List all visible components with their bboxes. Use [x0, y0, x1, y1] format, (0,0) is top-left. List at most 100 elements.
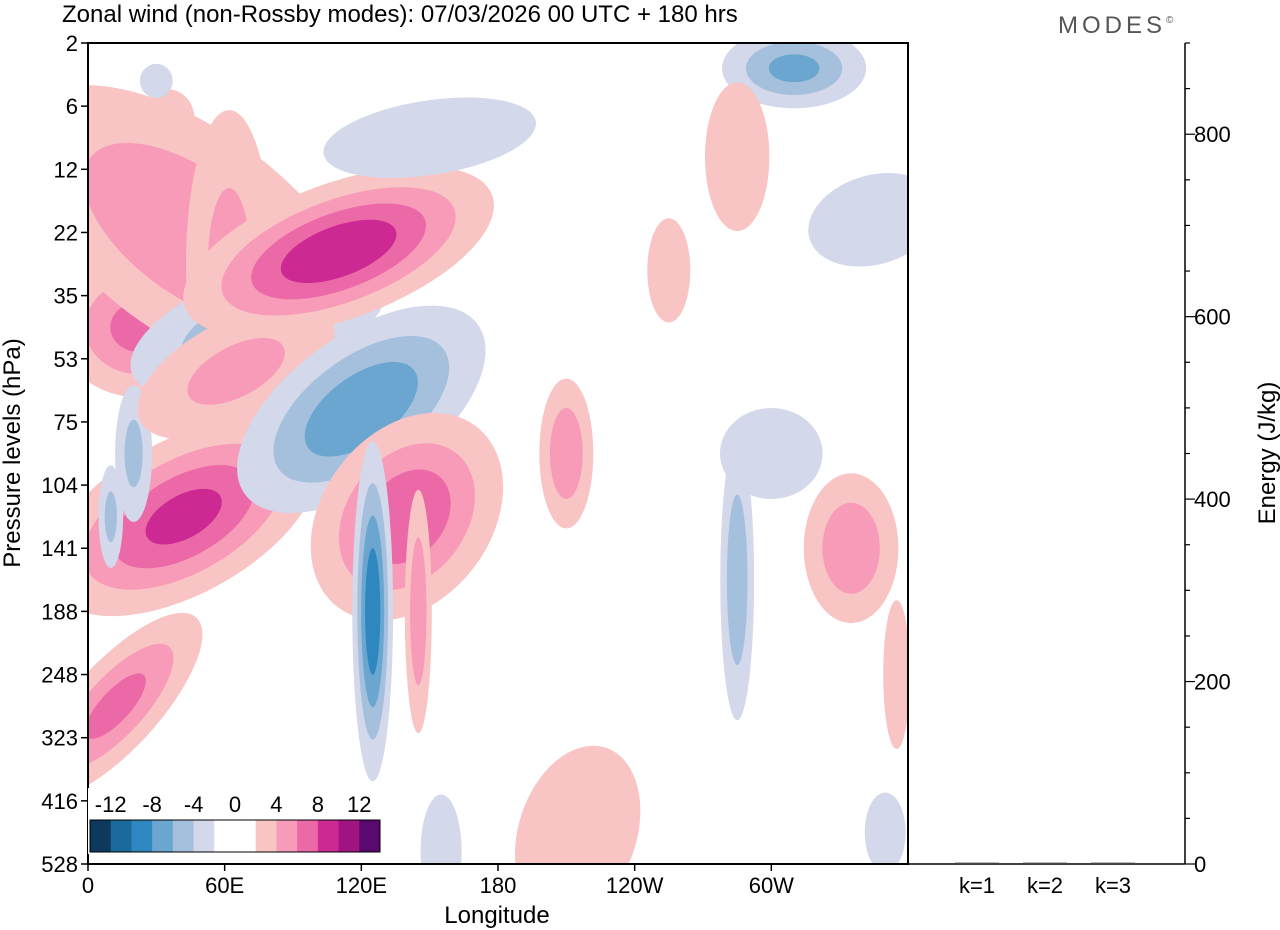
colorbar-label-4: 4 [270, 792, 282, 817]
x-tick-label-1: 60E [205, 873, 244, 898]
wind-anomaly-11 [183, 166, 494, 337]
energy-tick-label-2: 400 [1194, 487, 1231, 512]
wind-contour-22-0 [705, 82, 770, 232]
wind-contour-16-0 [323, 97, 536, 178]
energy-bar-1 [955, 862, 999, 864]
brand-name: MODES [1058, 12, 1166, 39]
wind-contour-21-2 [768, 54, 820, 83]
wind-anomaly-18 [647, 218, 691, 323]
y-axis: 2 6 12 22 35 53 75 104 141 188 248 323 416 528 [41, 31, 88, 877]
wind-anomaly-28 [864, 792, 906, 864]
colorbar-swatch-8 [255, 820, 277, 852]
wind-contour-26-0 [420, 794, 462, 864]
wind-contour-8-1 [124, 419, 143, 488]
colorbar-border [89, 819, 381, 853]
energy-bar-label-2: k=2 [1027, 873, 1063, 898]
colorbar: -12 -8 -4 0 4 8 12 [88, 788, 382, 854]
wind-contour-10-1 [187, 338, 285, 405]
wind-anomaly-25 [88, 612, 203, 800]
colorbar-label-0: -12 [95, 792, 127, 817]
wind-contour-9-1 [104, 491, 117, 542]
colorbar-swatch-5 [193, 820, 215, 852]
colorbar-swatch-10 [297, 820, 319, 852]
colorbar-swatch-6 [214, 820, 236, 852]
wind-contour-25-2 [88, 673, 146, 739]
wind-contour-23-1 [822, 502, 880, 594]
wind-contour-18-0 [647, 218, 691, 323]
wind-anomaly-22 [705, 82, 770, 232]
wind-contour-19-1 [726, 494, 748, 666]
energy-bar-3 [1091, 862, 1135, 864]
wind-anomaly-14 [352, 441, 394, 782]
y-tick-label-3: 22 [54, 220, 78, 245]
colorbar-swatch-2 [131, 820, 153, 852]
x-tick-label-3: 180 [480, 873, 517, 898]
y-tick-label-9: 188 [41, 599, 78, 624]
energy-tick-label-1: 200 [1194, 670, 1231, 695]
wind-anomaly-23 [803, 473, 899, 624]
colorbar-label-2: -4 [184, 792, 204, 817]
wind-anomaly-27 [515, 745, 641, 864]
wind-contour-29-0 [883, 600, 908, 749]
wind-anomaly-21 [722, 43, 867, 109]
wind-contour-24-0 [808, 173, 908, 267]
colorbar-label-1: -8 [142, 792, 162, 817]
y-tick-label-2: 12 [54, 157, 78, 182]
colorbar-swatch-9 [276, 820, 298, 852]
colorbar-swatch-0 [90, 820, 112, 852]
chart-title: Zonal wind (non-Rossby modes): 07/03/202… [62, 1, 738, 28]
wind-contour-12-2 [304, 362, 418, 457]
energy-bar-2 [1023, 862, 1067, 864]
wind-anomaly-10 [137, 303, 335, 439]
colorbar-swatch-12 [338, 820, 360, 852]
energy-tick-label-0: 0 [1194, 852, 1206, 877]
y-tick-label-5: 53 [54, 347, 78, 372]
wind-contour-3-0 [140, 89, 195, 149]
wind-contour-15-1 [410, 537, 427, 686]
wind-anomaly-4 [139, 63, 173, 98]
colorbar-swatch-4 [172, 820, 195, 852]
wind-anomaly-26 [420, 794, 462, 864]
wind-field [88, 43, 908, 864]
colorbar-label-3: 0 [229, 792, 241, 817]
energy-panel: 0 200 400 600 800 k=1 k=2 k=3 [908, 42, 1231, 898]
brand-mark: © [1166, 15, 1174, 26]
y-tick-label-10: 248 [41, 663, 78, 688]
energy-tick-label-4: 800 [1194, 122, 1231, 147]
wind-contour-14-3 [365, 548, 381, 675]
y-tick-label-12: 416 [41, 789, 78, 814]
x-axis-label: Longitude [444, 902, 549, 929]
wind-anomaly-17 [539, 378, 594, 529]
wind-contour-27-0 [515, 745, 641, 864]
y-tick-label-7: 104 [41, 473, 78, 498]
colorbar-label-5: 8 [312, 792, 324, 817]
wind-anomaly-3 [140, 89, 195, 149]
colorbar-swatch-3 [152, 820, 174, 852]
wind-anomaly-19 [720, 439, 755, 721]
x-tick-label-4: 120W [606, 873, 664, 898]
colorbar-label-6: 12 [347, 792, 371, 817]
wind-contour-4-0 [139, 63, 173, 98]
y-axis-label: Pressure levels (hPa) [0, 338, 26, 567]
wind-contour-20-0 [720, 408, 823, 499]
wind-anomaly-29 [883, 600, 908, 749]
energy-axis-label: Energy (J/kg) [1254, 382, 1280, 525]
y-tick-label-8: 141 [41, 536, 78, 561]
energy-bar-label-3: k=3 [1095, 873, 1131, 898]
y-tick-label-4: 35 [54, 284, 78, 309]
x-axis: 0 60E 120E 180 120W 60W [82, 864, 794, 898]
colorbar-swatch-11 [317, 820, 340, 852]
colorbar-swatch-1 [110, 820, 132, 852]
x-tick-label-5: 60W [749, 873, 794, 898]
x-tick-label-2: 120E [336, 873, 387, 898]
wind-anomaly-16 [323, 97, 536, 178]
wind-anomaly-9 [98, 465, 124, 568]
y-tick-label-13: 528 [41, 852, 78, 877]
wind-contour-11-3 [280, 219, 397, 284]
colorbar-swatch-13 [359, 820, 381, 852]
energy-tick-label-3: 600 [1194, 305, 1231, 330]
wind-contour-7-3 [145, 488, 222, 545]
x-tick-label-0: 0 [82, 873, 94, 898]
energy-bar-label-1: k=1 [959, 873, 995, 898]
